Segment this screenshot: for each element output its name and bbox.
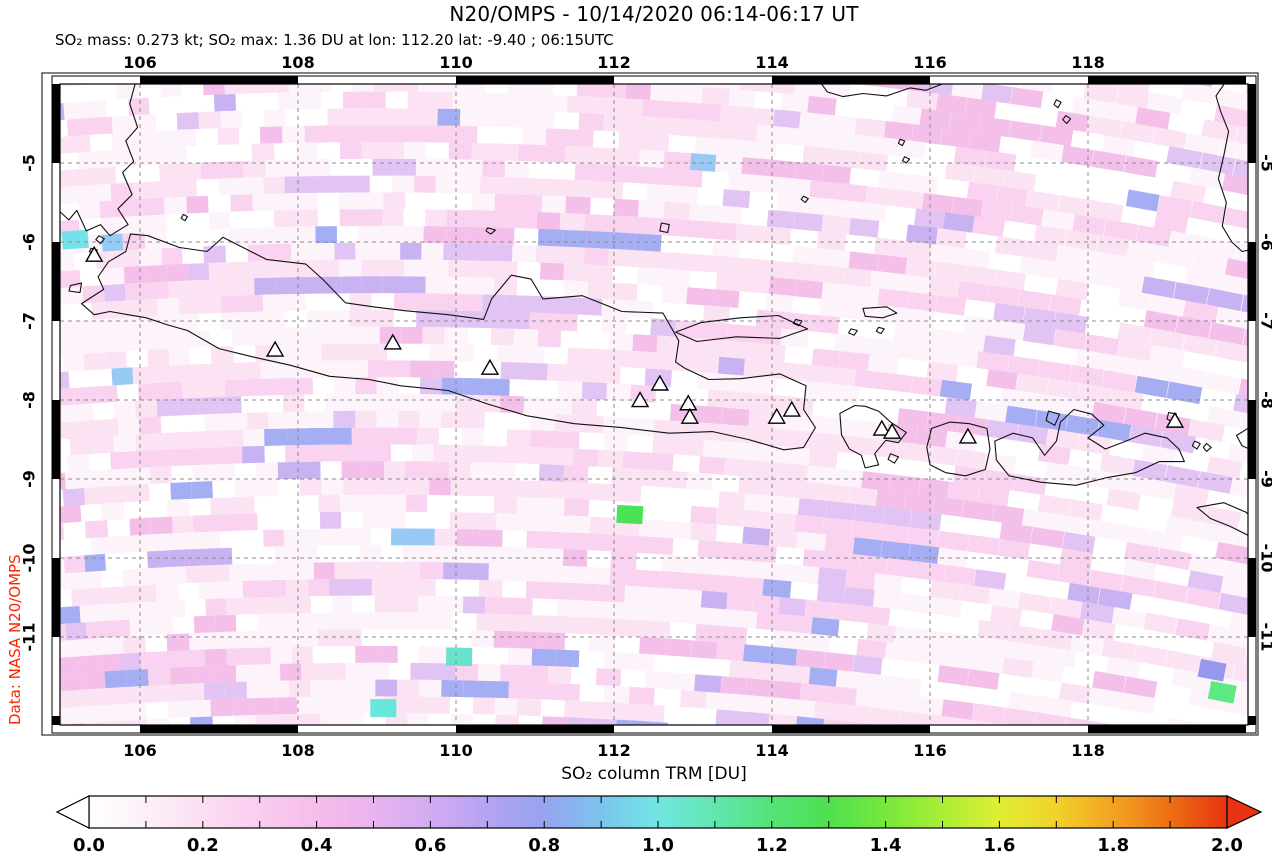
lon-tick-label-bottom: 106 — [123, 741, 156, 760]
lon-tick-label-bottom: 118 — [1071, 741, 1104, 760]
volcano-marker — [84, 245, 104, 262]
volcano-marker — [383, 333, 403, 350]
notable-so2-cell — [1207, 680, 1237, 704]
lon-tick-label-top: 110 — [439, 53, 472, 72]
colorbar-tick-label: 0.4 — [301, 835, 333, 853]
lon-tick-label-bottom: 114 — [755, 741, 788, 760]
notable-so2-cell — [445, 647, 473, 666]
lat-tick-label-left: -5 — [20, 154, 39, 172]
lon-tick-label-bottom: 108 — [281, 741, 314, 760]
colorbar-tick-label: 1.2 — [756, 835, 788, 853]
volcano-marker — [958, 427, 978, 444]
colorbar-tick-label: 0.6 — [414, 835, 446, 853]
notable-so2-cell — [1197, 658, 1227, 682]
lon-tick-label-bottom: 116 — [913, 741, 946, 760]
volcano-marker — [767, 407, 786, 424]
volcano-marker — [630, 391, 650, 408]
lon-tick-label-top: 116 — [913, 53, 946, 72]
graticule — [60, 84, 1248, 725]
colorbar-tick-label: 0.8 — [528, 835, 560, 853]
colorbar-tick-label: 0.2 — [187, 835, 219, 853]
notable-so2-cell — [370, 699, 397, 718]
lat-tick-label-left: -7 — [20, 312, 39, 330]
lat-tick-label-right: -7 — [1258, 312, 1272, 330]
volcano-marker — [679, 394, 698, 411]
lon-tick-label-top: 118 — [1071, 53, 1104, 72]
lat-tick-label-right: -5 — [1258, 154, 1272, 172]
volcano-marker — [480, 358, 500, 375]
lat-tick-label-left: -6 — [20, 233, 39, 251]
volcano-markers — [84, 245, 1185, 444]
colorbar-tick-label: 1.0 — [642, 835, 674, 853]
colorbar-label: SO₂ column TRM [DU] — [561, 764, 747, 784]
lon-tick-label-top: 108 — [281, 53, 314, 72]
lat-tick-label-left: -10 — [20, 544, 39, 573]
coastlines — [60, 84, 1248, 536]
lat-tick-label-right: -11 — [1258, 623, 1272, 652]
volcano-marker — [872, 419, 892, 436]
colorbar-overflow-arrow — [1226, 795, 1263, 829]
lon-tick-label-top: 112 — [597, 53, 630, 72]
volcano-marker — [265, 340, 285, 357]
volcano-marker — [680, 407, 700, 424]
notable-so2-cell — [61, 229, 89, 250]
volcano-marker — [782, 400, 801, 417]
colorbar: 0.0 0.2 0.4 0.6 0.8 1.0 1.2 1.4 1.6 1.8 2.0 — [55, 795, 1263, 853]
lon-tick-label-top: 106 — [123, 53, 156, 72]
lat-tick-label-right: -9 — [1258, 470, 1272, 488]
colorbar-tick-label: 0.0 — [73, 835, 105, 853]
colorbar-underflow-arrow — [55, 795, 90, 829]
lon-tick-label-bottom: 110 — [439, 741, 472, 760]
volcano-marker — [1165, 411, 1185, 428]
axis-tick-labels: 106 106 108 108 110 110 112 112 114 114 116 116 118 1… — [20, 53, 1272, 760]
lat-tick-label-left: -8 — [20, 391, 39, 409]
so2-pixel-field — [60, 84, 1248, 725]
lat-tick-label-right: -6 — [1258, 233, 1272, 251]
colorbar-tick-label: 1.8 — [1097, 835, 1129, 853]
colorbar-tick-label: 1.4 — [870, 835, 902, 853]
map-border-band — [41, 72, 1259, 736]
lat-tick-label-right: -10 — [1258, 544, 1272, 573]
figure-title: N20/OMPS - 10/14/2020 06:14-06:17 UT — [449, 2, 859, 26]
lat-tick-label-left: -11 — [20, 623, 39, 652]
lon-tick-label-top: 114 — [755, 53, 788, 72]
colorbar-tick-label: 2.0 — [1211, 835, 1243, 853]
volcano-marker — [882, 422, 902, 439]
figure-subtitle: SO₂ mass: 0.273 kt; SO₂ max: 1.36 DU at … — [55, 31, 614, 49]
lat-tick-label-right: -8 — [1258, 391, 1272, 409]
volcano-marker — [650, 374, 670, 391]
lat-tick-label-left: -9 — [20, 470, 39, 488]
lon-tick-label-bottom: 112 — [597, 741, 630, 760]
colorbar-tick-label: 1.6 — [983, 835, 1015, 853]
notable-so2-cell — [616, 504, 644, 525]
